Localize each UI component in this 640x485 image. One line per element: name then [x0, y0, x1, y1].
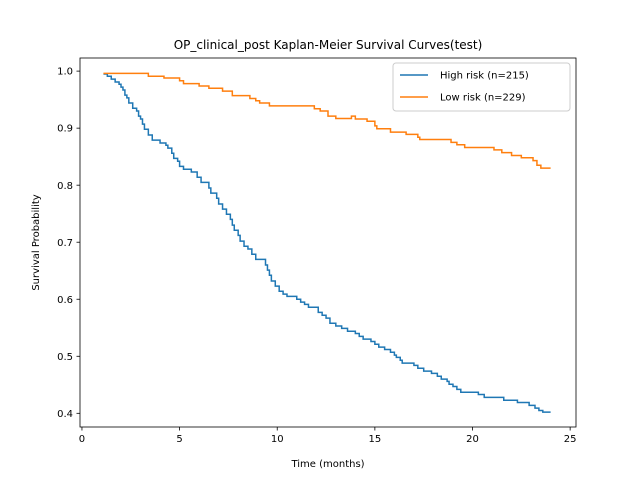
x-tick-label: 0 [79, 434, 85, 445]
x-tick-label: 20 [466, 434, 479, 445]
y-tick-label: 0.7 [57, 238, 73, 249]
series-line-high-risk [103, 73, 551, 413]
y-tick-label: 0.4 [57, 409, 73, 420]
legend-label: High risk (n=215) [440, 71, 529, 82]
y-tick-label: 0.8 [57, 181, 73, 192]
y-tick-label: 1.0 [57, 67, 73, 78]
legend-label: Low risk (n=229) [440, 93, 526, 104]
y-tick-label: 0.6 [57, 295, 73, 306]
legend-box [392, 62, 571, 112]
x-axis-ticks: 0 5 10 15 20 25 [79, 427, 577, 445]
x-tick-label: 15 [368, 434, 381, 445]
series-line-low-risk [103, 72, 551, 169]
chart-title: OP_clinical_post Kaplan-Meier Survival C… [174, 38, 483, 52]
legend: High risk (n=215) Low risk (n=229) [392, 62, 571, 112]
y-axis-label: Survival Probability [31, 194, 42, 290]
y-tick-label: 0.5 [57, 352, 73, 363]
x-tick-label: 10 [271, 434, 284, 445]
x-tick-label: 5 [176, 434, 182, 445]
y-tick-label: 0.9 [57, 124, 73, 135]
x-tick-label: 25 [564, 434, 577, 445]
plot-lines [103, 72, 551, 413]
x-axis-label: Time (months) [290, 459, 364, 470]
y-axis-ticks: 0.4 0.5 0.6 0.7 0.8 0.9 1.0 [57, 67, 80, 420]
